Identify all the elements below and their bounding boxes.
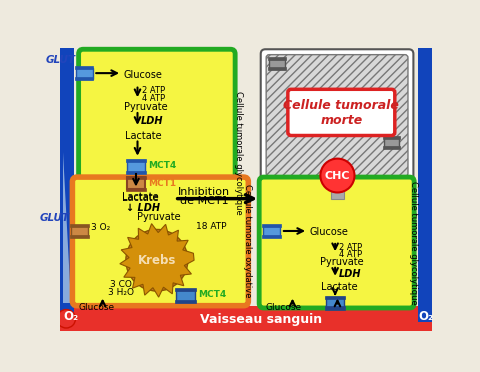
Bar (326, 297, 345, 308)
Text: Glucose: Glucose (310, 227, 348, 237)
Bar (60, 48, 74, 322)
Bar (70, 224, 89, 227)
Text: Cellule tumorale oxydative: Cellule tumorale oxydative (243, 184, 252, 298)
Bar (127, 177, 145, 189)
Circle shape (321, 158, 355, 192)
Bar (384, 137, 399, 147)
Bar (60, 307, 432, 331)
FancyBboxPatch shape (261, 49, 413, 182)
Text: Glucose: Glucose (265, 302, 301, 312)
Text: Lactate: Lactate (122, 192, 158, 202)
Bar (418, 48, 432, 322)
Text: Pyruvate: Pyruvate (320, 257, 363, 267)
Text: 2 ATP: 2 ATP (339, 243, 362, 251)
Text: 2 ATP: 2 ATP (142, 86, 165, 95)
FancyBboxPatch shape (72, 177, 248, 306)
Text: Cellule tumorale glycolytique: Cellule tumorale glycolytique (234, 90, 243, 214)
Bar (263, 225, 280, 236)
FancyBboxPatch shape (288, 89, 395, 135)
Text: Cellule tumorale glycolytique: Cellule tumorale glycolytique (409, 182, 418, 305)
Text: Inhibition: Inhibition (178, 187, 230, 197)
Bar (126, 176, 146, 179)
Bar (269, 58, 285, 68)
Text: MCT1: MCT1 (148, 179, 177, 187)
Bar (75, 66, 93, 69)
Text: 4 ATP: 4 ATP (142, 94, 165, 103)
Text: Lactate: Lactate (125, 131, 162, 141)
Text: Vaisseau sanguin: Vaisseau sanguin (200, 313, 322, 326)
Bar (126, 188, 146, 191)
Bar (126, 171, 146, 174)
Text: ↓ LDH: ↓ LDH (126, 202, 160, 212)
Circle shape (126, 230, 188, 291)
Bar (126, 158, 146, 162)
Text: MCT4: MCT4 (148, 161, 177, 170)
Text: Krebs: Krebs (138, 254, 176, 267)
Text: GLUT: GLUT (46, 55, 75, 65)
Bar (71, 225, 88, 236)
Text: Pyruvate: Pyruvate (123, 102, 167, 112)
Polygon shape (63, 153, 71, 302)
Polygon shape (120, 224, 194, 297)
Text: 4 ATP: 4 ATP (339, 250, 362, 259)
Bar (262, 235, 281, 238)
Bar (331, 191, 344, 199)
FancyBboxPatch shape (79, 49, 235, 257)
Text: O₂: O₂ (419, 310, 434, 323)
Text: Cellule tumorale
morte: Cellule tumorale morte (283, 99, 399, 127)
Text: Lactate: Lactate (321, 282, 358, 292)
Text: CHC: CHC (324, 170, 350, 180)
Text: 3 O₂: 3 O₂ (91, 223, 110, 232)
Bar (75, 68, 93, 78)
Bar (325, 296, 345, 299)
Bar (268, 57, 286, 60)
Text: LDH: LDH (339, 269, 361, 279)
Text: Glucose: Glucose (123, 70, 162, 80)
Bar (127, 160, 145, 173)
Bar (176, 288, 196, 291)
Bar (325, 307, 345, 310)
Bar (70, 235, 89, 238)
Text: LDH: LDH (141, 116, 163, 126)
Text: Lactate: Lactate (122, 193, 158, 203)
Text: 3 H₂O: 3 H₂O (108, 288, 134, 297)
Text: Glucose: Glucose (79, 302, 115, 312)
Text: de MCT1: de MCT1 (180, 196, 229, 206)
Text: GLUT: GLUT (39, 212, 69, 222)
Text: 3 CO: 3 CO (110, 280, 132, 289)
Text: O₂: O₂ (63, 310, 78, 323)
Text: 18 ATP: 18 ATP (196, 222, 226, 231)
Text: MCT4: MCT4 (198, 290, 226, 299)
FancyBboxPatch shape (259, 177, 414, 308)
Bar (268, 67, 286, 70)
Bar (176, 289, 195, 302)
FancyBboxPatch shape (266, 55, 408, 176)
Bar (176, 300, 196, 303)
Bar (383, 145, 400, 148)
Bar (75, 77, 93, 80)
Circle shape (57, 310, 75, 328)
Bar (383, 135, 400, 139)
Bar (262, 224, 281, 227)
Text: Pyruvate: Pyruvate (137, 212, 181, 222)
